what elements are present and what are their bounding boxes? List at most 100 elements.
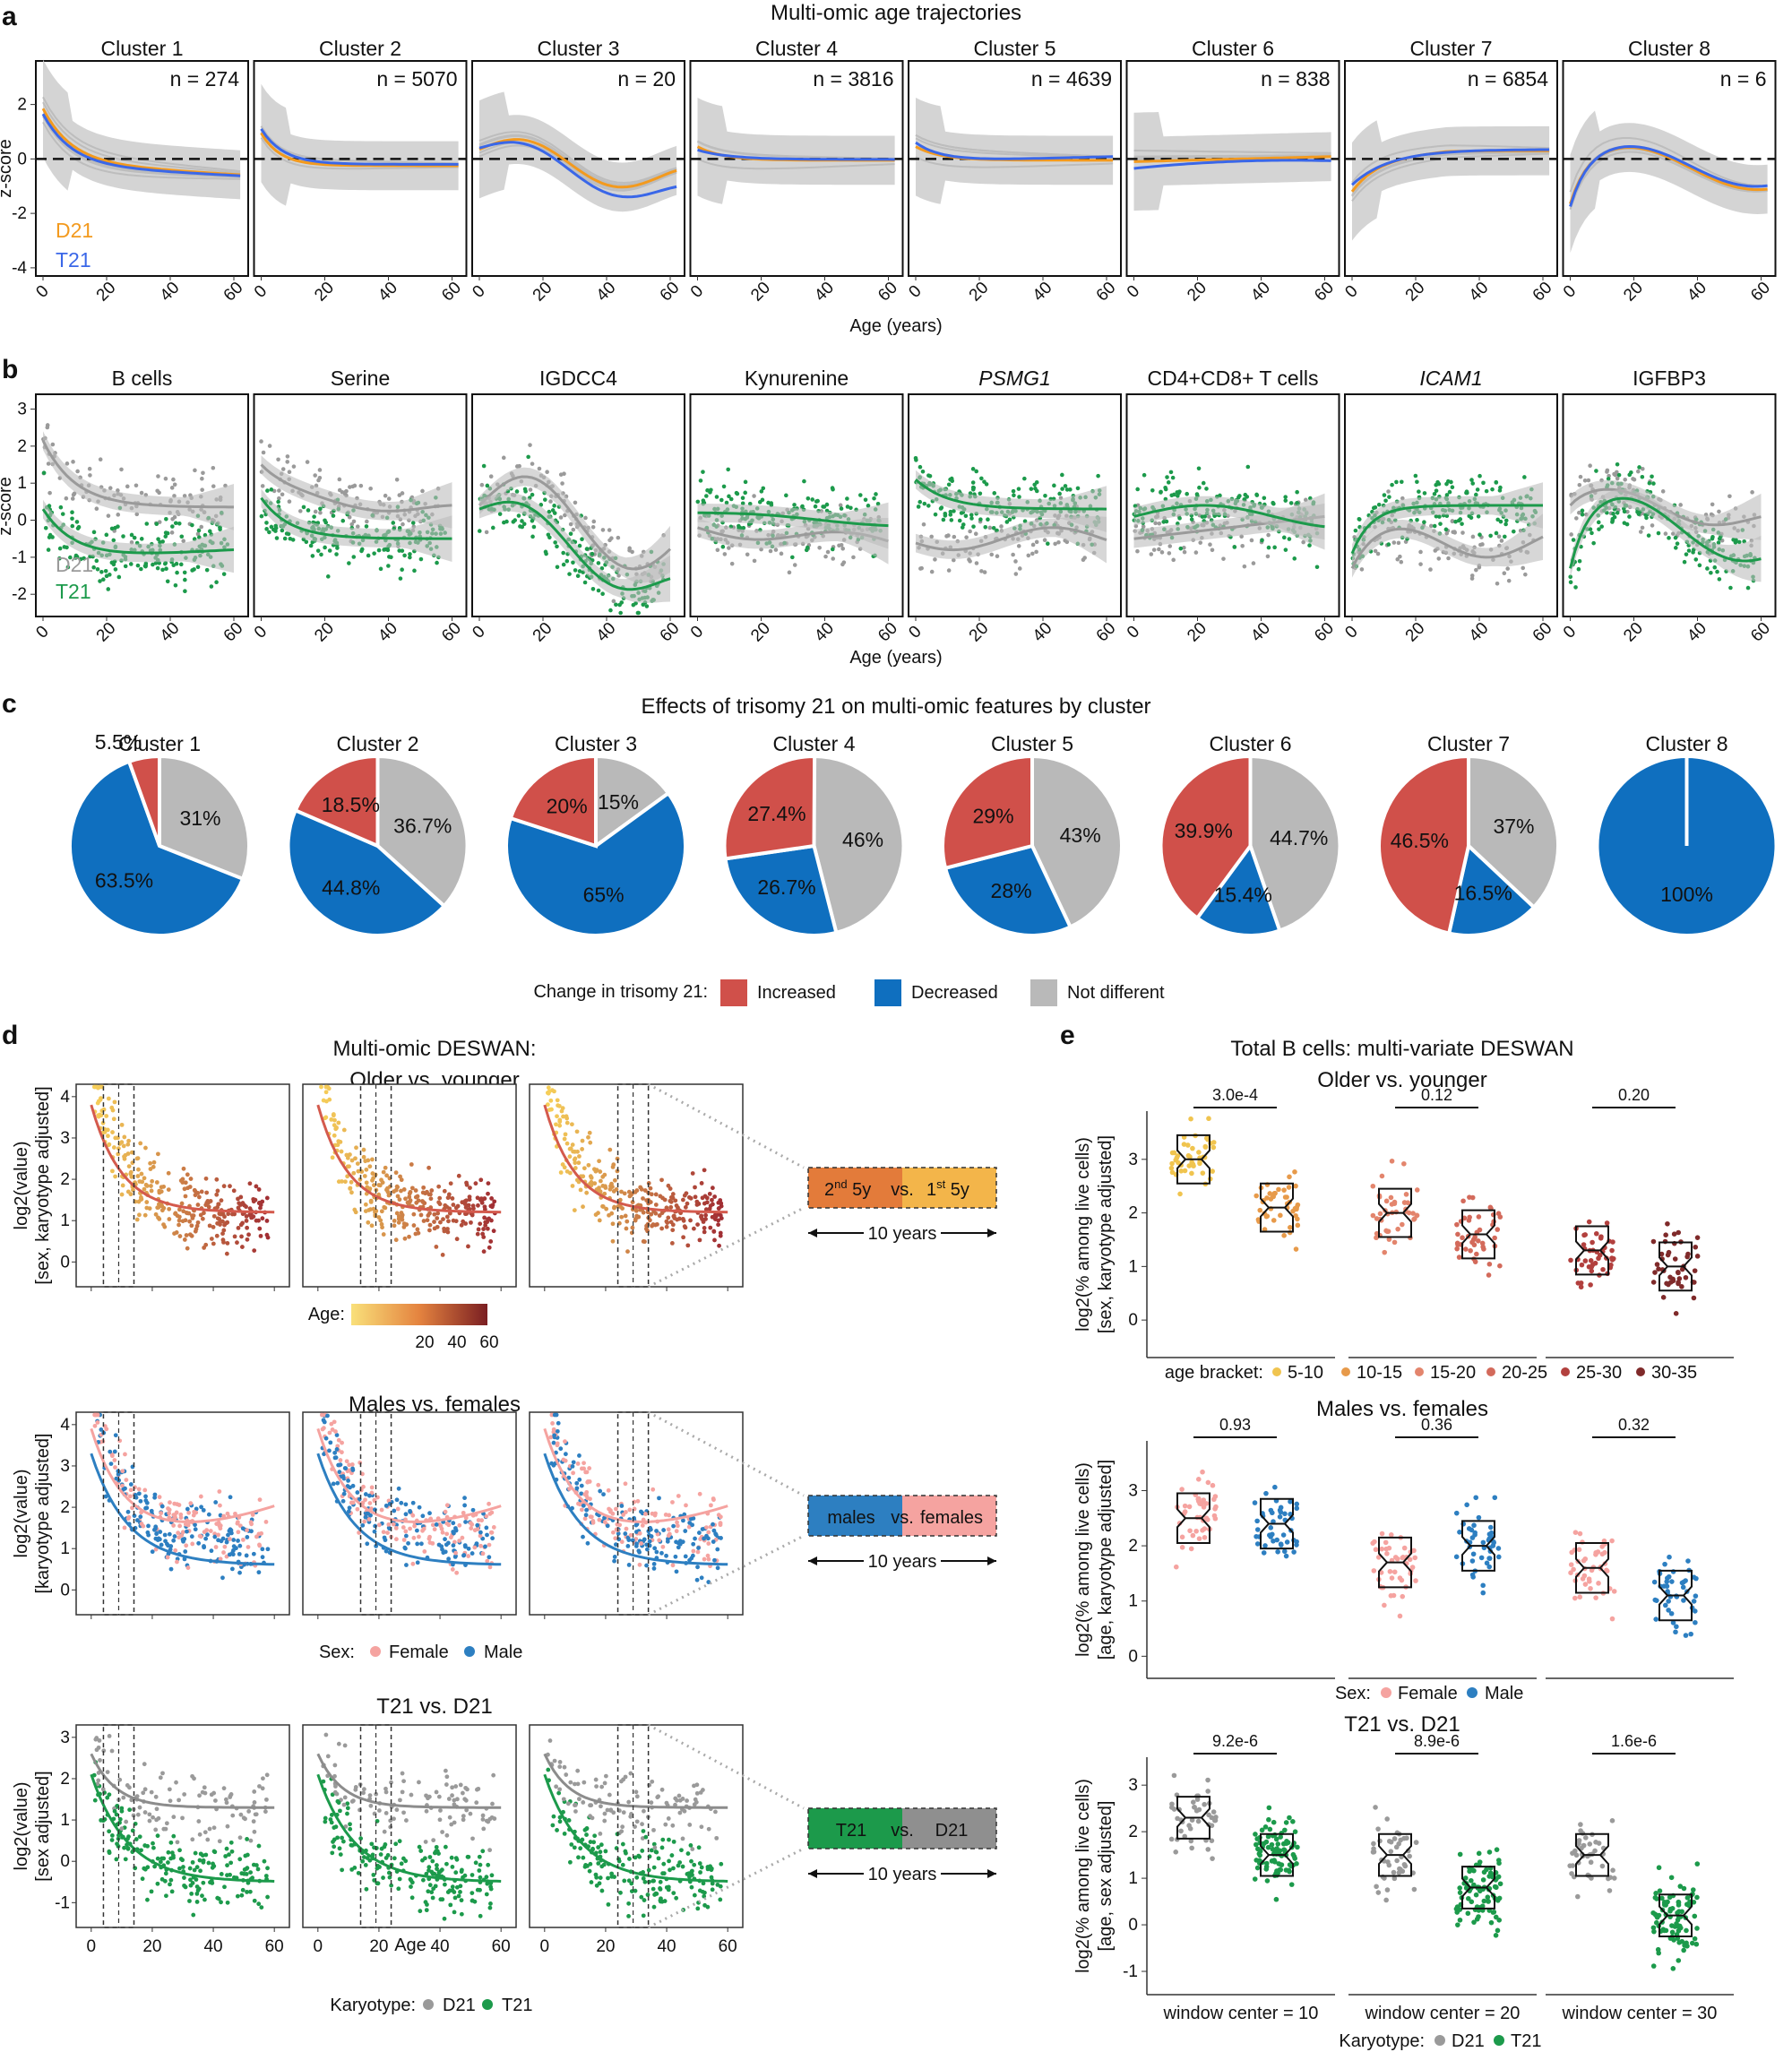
- data-point: [177, 1798, 181, 1803]
- data-point: [695, 1565, 700, 1570]
- data-point: [145, 1897, 150, 1902]
- data-point: [400, 1212, 405, 1218]
- data-point: [366, 1517, 372, 1522]
- data-point: [177, 1848, 182, 1853]
- data-point: [361, 1147, 366, 1152]
- t21-point: [1615, 510, 1620, 515]
- t21-point: [400, 567, 404, 573]
- data-point: [406, 1540, 410, 1546]
- panel-b-ylabel: z-score: [0, 477, 15, 536]
- data-point: [584, 1507, 589, 1513]
- data-point: [216, 1520, 221, 1525]
- data-point: [174, 1230, 179, 1235]
- t21-point: [359, 547, 365, 552]
- data-point: [175, 1559, 179, 1565]
- data-point: [231, 1538, 237, 1542]
- data-point: [444, 1531, 450, 1537]
- t21-point: [720, 544, 726, 549]
- data-point: [623, 1213, 628, 1219]
- data-point: [244, 1204, 248, 1210]
- x-tick-label: 20: [1402, 279, 1429, 306]
- data-point: [187, 1219, 193, 1224]
- data-point: [138, 1141, 143, 1146]
- data-point: [363, 1209, 368, 1213]
- t21-point: [47, 532, 53, 538]
- data-point: [110, 1168, 115, 1174]
- d21-point: [568, 522, 573, 527]
- data-point: [195, 1203, 201, 1207]
- data-point: [222, 1544, 228, 1549]
- data-point: [182, 1792, 187, 1797]
- data-point: [589, 1514, 594, 1520]
- d21-point: [358, 483, 364, 488]
- data-point: [216, 1532, 220, 1538]
- data-point: [653, 1203, 659, 1207]
- t21-point: [550, 508, 556, 513]
- d21-point: [982, 570, 987, 574]
- t21-point: [555, 565, 560, 570]
- data-point: [244, 1553, 249, 1558]
- panel-a-n-count: n = 20: [617, 67, 676, 91]
- t21-point: [389, 555, 393, 560]
- data-point: [213, 1500, 219, 1505]
- data-point: [551, 1462, 556, 1468]
- data-point: [379, 1507, 384, 1513]
- d21-point: [921, 522, 926, 527]
- data-point: [571, 1470, 576, 1476]
- data-point: [579, 1491, 584, 1496]
- panel-letter-e: e: [1060, 1021, 1075, 1050]
- d21-point: [1650, 523, 1655, 528]
- t21-point: [1417, 489, 1421, 494]
- data-point: [586, 1162, 591, 1168]
- data-point: [260, 1547, 265, 1552]
- panel-b-facet-6: [1125, 393, 1340, 621]
- data-point: [149, 1188, 154, 1194]
- data-point: [146, 1523, 151, 1529]
- d21-point: [47, 490, 52, 496]
- comparison-vs: vs.: [891, 1180, 914, 1200]
- data-point: [391, 1522, 396, 1527]
- data-point: [392, 1223, 397, 1229]
- t21-point: [129, 532, 134, 538]
- panel-b-facet-2: [253, 393, 468, 621]
- d21-point: [318, 510, 323, 515]
- data-point: [383, 1503, 389, 1508]
- data-point: [657, 1213, 662, 1218]
- data-point: [434, 1244, 439, 1249]
- data-point: [597, 1159, 601, 1164]
- data-point: [120, 1469, 125, 1474]
- t21-point: [790, 555, 795, 560]
- t21-point: [178, 562, 184, 567]
- d21-point: [1474, 567, 1478, 573]
- t21-point: [1591, 540, 1596, 546]
- t21-point: [1436, 481, 1442, 487]
- data-point: [256, 1570, 262, 1575]
- data-point: [432, 1226, 437, 1231]
- t21-point: [1615, 461, 1620, 467]
- t21-point: [1245, 464, 1251, 470]
- data-point: [159, 1511, 164, 1516]
- x-tick-label: 60: [1747, 619, 1774, 646]
- d21-point: [1396, 540, 1401, 546]
- data-point: [205, 1837, 211, 1842]
- d21-point: [134, 512, 140, 517]
- data-point: [660, 1544, 666, 1549]
- data-point: [481, 1227, 487, 1231]
- panel-letter-a: a: [2, 2, 17, 31]
- data-point: [670, 1222, 676, 1228]
- data-point: [206, 1860, 211, 1866]
- pie-title-cluster-4: Cluster 4: [772, 732, 855, 755]
- d21-point: [1171, 557, 1176, 563]
- data-point: [680, 1197, 685, 1203]
- d21-point: [946, 568, 952, 573]
- data-point: [204, 1190, 210, 1195]
- data-point: [385, 1186, 390, 1191]
- data-point: [612, 1558, 616, 1564]
- data-point: [607, 1212, 611, 1218]
- data-point: [156, 1815, 161, 1821]
- t21-point: [1272, 545, 1277, 550]
- d21-point: [488, 474, 494, 479]
- d21-point: [1663, 531, 1668, 536]
- t21-point: [740, 496, 745, 501]
- d21-point: [157, 490, 161, 496]
